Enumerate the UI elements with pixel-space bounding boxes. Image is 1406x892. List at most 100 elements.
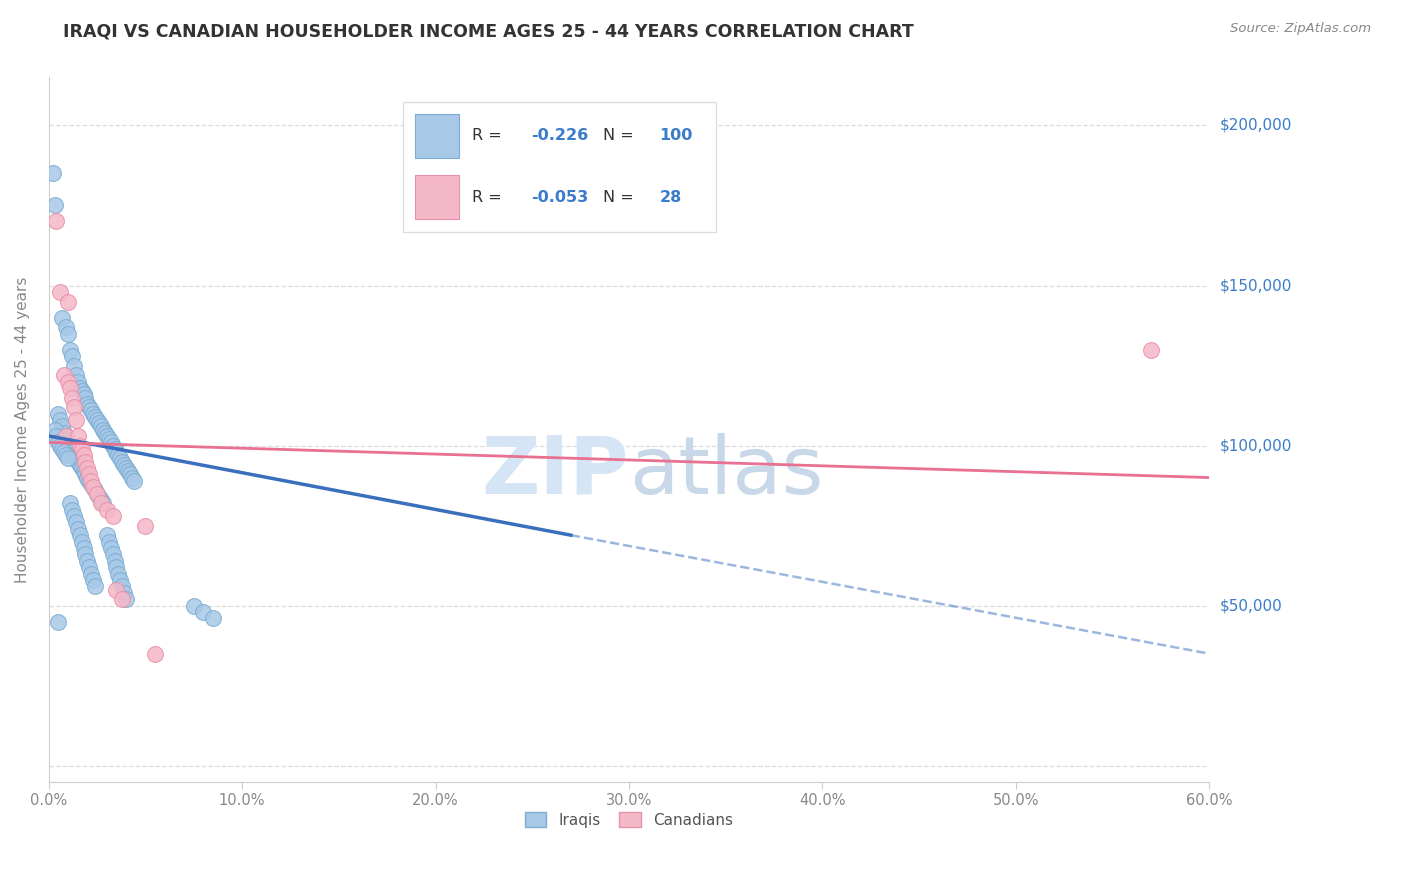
Point — [51, 310, 73, 325]
Point — [70, 461, 93, 475]
Point — [55, 448, 77, 462]
Point — [76, 461, 98, 475]
Point — [66, 454, 89, 468]
Point — [69, 438, 91, 452]
Point — [66, 429, 89, 443]
Point — [76, 470, 98, 484]
Point — [65, 368, 87, 383]
Point — [80, 403, 103, 417]
Point — [110, 573, 132, 587]
Point — [1140, 343, 1163, 357]
Point — [63, 448, 86, 462]
Point — [44, 423, 66, 437]
Point — [97, 432, 120, 446]
Point — [56, 294, 79, 309]
Point — [101, 508, 124, 523]
Point — [80, 477, 103, 491]
Point — [96, 429, 118, 443]
Point — [65, 413, 87, 427]
Point — [90, 496, 112, 510]
Point — [122, 474, 145, 488]
Point — [75, 467, 97, 482]
Point — [75, 548, 97, 562]
Point — [94, 425, 117, 440]
Point — [111, 592, 134, 607]
Point — [90, 419, 112, 434]
Point — [100, 435, 122, 450]
Point — [112, 458, 135, 472]
Point — [91, 496, 114, 510]
Point — [115, 592, 138, 607]
Point — [60, 349, 83, 363]
Point — [72, 541, 94, 555]
Point — [82, 480, 104, 494]
Point — [90, 493, 112, 508]
Point — [69, 381, 91, 395]
Point — [55, 320, 77, 334]
Point — [105, 560, 128, 574]
Point — [44, 198, 66, 212]
Point — [110, 451, 132, 466]
Point — [107, 566, 129, 581]
Point — [111, 579, 134, 593]
Point — [101, 438, 124, 452]
Point — [115, 461, 138, 475]
Point — [84, 579, 107, 593]
Point — [143, 647, 166, 661]
Text: $150,000: $150,000 — [1220, 278, 1292, 293]
Point — [49, 438, 72, 452]
Point — [66, 522, 89, 536]
Point — [59, 496, 82, 510]
Point — [55, 432, 77, 446]
Point — [76, 554, 98, 568]
Text: ZIP: ZIP — [482, 433, 628, 511]
Point — [56, 451, 79, 466]
Text: $50,000: $50,000 — [1220, 599, 1282, 613]
Point — [82, 573, 104, 587]
Point — [60, 502, 83, 516]
Point — [84, 409, 107, 424]
Point — [79, 560, 101, 574]
Point — [66, 375, 89, 389]
Point — [134, 518, 156, 533]
Point — [63, 359, 86, 373]
Point — [96, 528, 118, 542]
Point — [69, 528, 91, 542]
Point — [121, 470, 143, 484]
Point — [49, 285, 72, 299]
Point — [76, 397, 98, 411]
Point — [75, 391, 97, 405]
Point — [79, 467, 101, 482]
Point — [105, 582, 128, 597]
Point — [82, 480, 104, 494]
Text: $200,000: $200,000 — [1220, 118, 1292, 133]
Point — [84, 483, 107, 498]
Point — [70, 442, 93, 456]
Point — [53, 445, 76, 459]
Point — [48, 407, 70, 421]
Point — [51, 442, 73, 456]
Point — [53, 425, 76, 440]
Text: atlas: atlas — [628, 433, 824, 511]
Point — [55, 429, 77, 443]
Point — [65, 516, 87, 530]
Point — [59, 343, 82, 357]
Point — [80, 566, 103, 581]
Point — [70, 384, 93, 398]
Point — [59, 442, 82, 456]
Point — [103, 554, 125, 568]
Point — [72, 387, 94, 401]
Point — [91, 423, 114, 437]
Point — [202, 611, 225, 625]
Point — [45, 429, 67, 443]
Point — [70, 534, 93, 549]
Point — [51, 419, 73, 434]
Point — [56, 326, 79, 341]
Point — [79, 400, 101, 414]
Point — [72, 448, 94, 462]
Point — [56, 375, 79, 389]
Point — [97, 534, 120, 549]
Point — [65, 451, 87, 466]
Point — [72, 464, 94, 478]
Legend: Iraqis, Canadians: Iraqis, Canadians — [519, 806, 740, 834]
